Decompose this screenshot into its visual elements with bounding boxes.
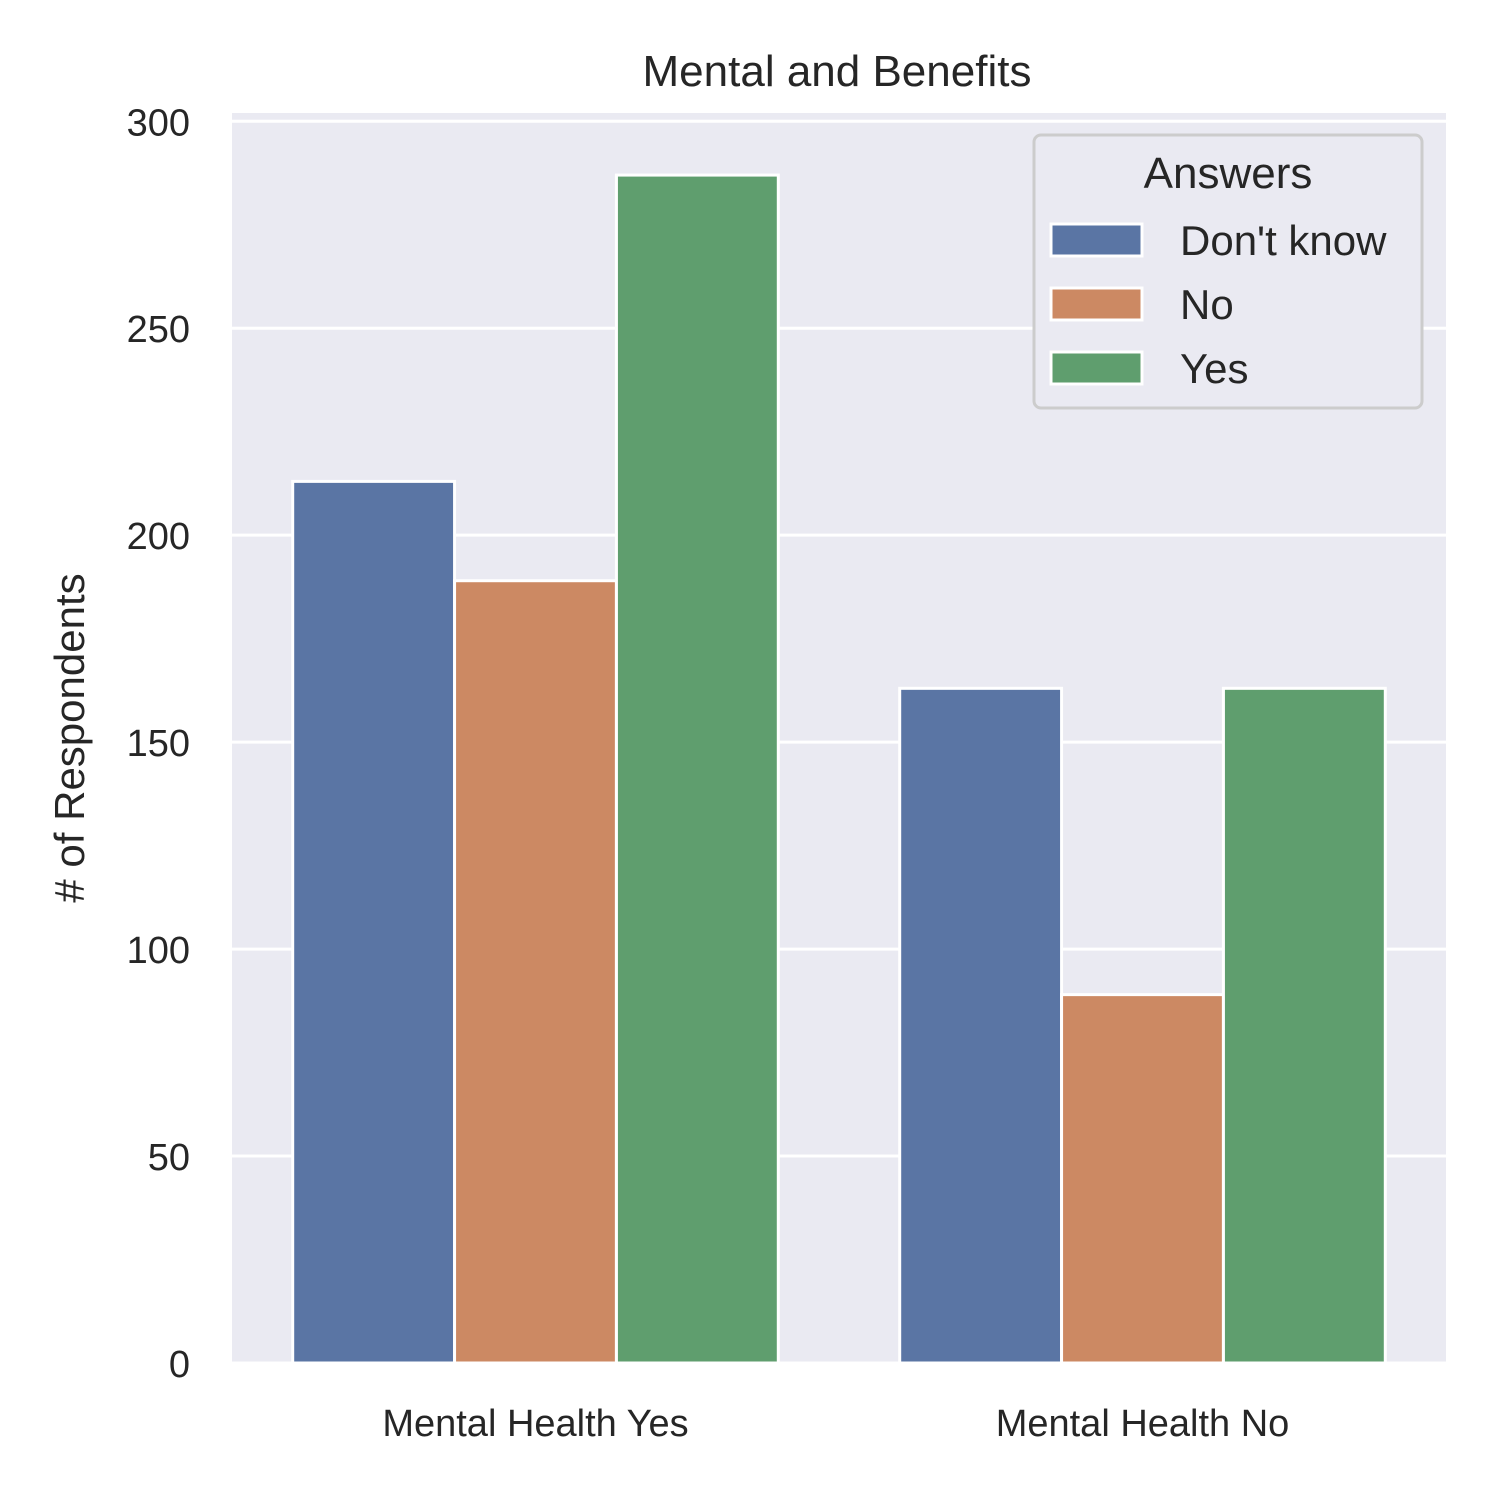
y-tick-label: 50 bbox=[148, 1137, 190, 1179]
chart-title: Mental and Benefits bbox=[643, 47, 1032, 96]
legend-swatch bbox=[1049, 350, 1144, 386]
bar bbox=[453, 579, 618, 1365]
x-tick-label: Mental Health No bbox=[996, 1403, 1290, 1445]
legend-label: Yes bbox=[1180, 345, 1249, 392]
y-axis-label: # of Respondents bbox=[46, 573, 93, 902]
x-axis-ticks: Mental Health Yes Mental Health No bbox=[382, 1403, 1289, 1445]
legend: Answers Don't know No Yes bbox=[1032, 133, 1424, 410]
bar bbox=[614, 173, 780, 1365]
legend-label: No bbox=[1180, 281, 1234, 328]
y-tick-label: 150 bbox=[127, 723, 190, 765]
y-tick-label: 100 bbox=[127, 930, 190, 972]
x-tick-label: Mental Health Yes bbox=[382, 1403, 688, 1445]
legend-title: Answers bbox=[1144, 149, 1313, 198]
legend-label: Don't know bbox=[1180, 217, 1387, 264]
bar bbox=[1221, 686, 1387, 1365]
y-tick-label: 200 bbox=[127, 516, 190, 558]
legend-box bbox=[1032, 133, 1424, 410]
y-tick-label: 300 bbox=[127, 102, 190, 144]
bars bbox=[291, 173, 1387, 1365]
y-axis-ticks: 0 50 100 150 200 250 300 bbox=[127, 102, 190, 1386]
bar bbox=[898, 686, 1064, 1365]
bar bbox=[1060, 993, 1225, 1365]
legend-swatch bbox=[1049, 222, 1144, 258]
bar bbox=[291, 479, 457, 1365]
y-tick-label: 250 bbox=[127, 309, 190, 351]
legend-swatch bbox=[1049, 286, 1144, 322]
y-tick-label: 0 bbox=[169, 1344, 190, 1386]
legend-items: Don't know No Yes bbox=[1049, 217, 1387, 392]
